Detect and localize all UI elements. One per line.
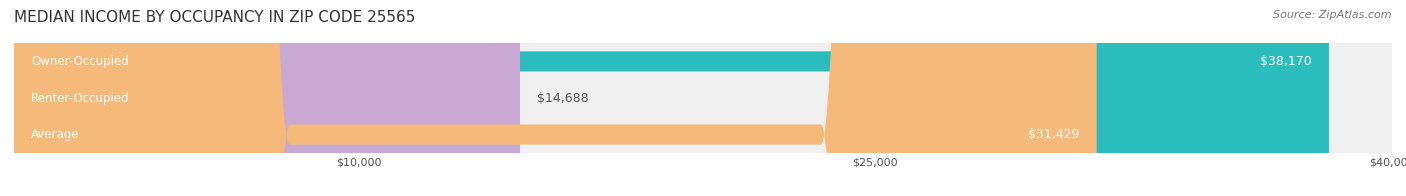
Text: Source: ZipAtlas.com: Source: ZipAtlas.com <box>1274 10 1392 20</box>
FancyBboxPatch shape <box>14 0 520 196</box>
Text: Average: Average <box>31 128 80 141</box>
Text: $38,170: $38,170 <box>1260 55 1312 68</box>
Text: $31,429: $31,429 <box>1028 128 1080 141</box>
FancyBboxPatch shape <box>14 0 1097 196</box>
Text: Owner-Occupied: Owner-Occupied <box>31 55 129 68</box>
Text: MEDIAN INCOME BY OCCUPANCY IN ZIP CODE 25565: MEDIAN INCOME BY OCCUPANCY IN ZIP CODE 2… <box>14 10 415 25</box>
Text: $14,688: $14,688 <box>537 92 589 104</box>
Text: Renter-Occupied: Renter-Occupied <box>31 92 129 104</box>
FancyBboxPatch shape <box>14 0 1329 196</box>
